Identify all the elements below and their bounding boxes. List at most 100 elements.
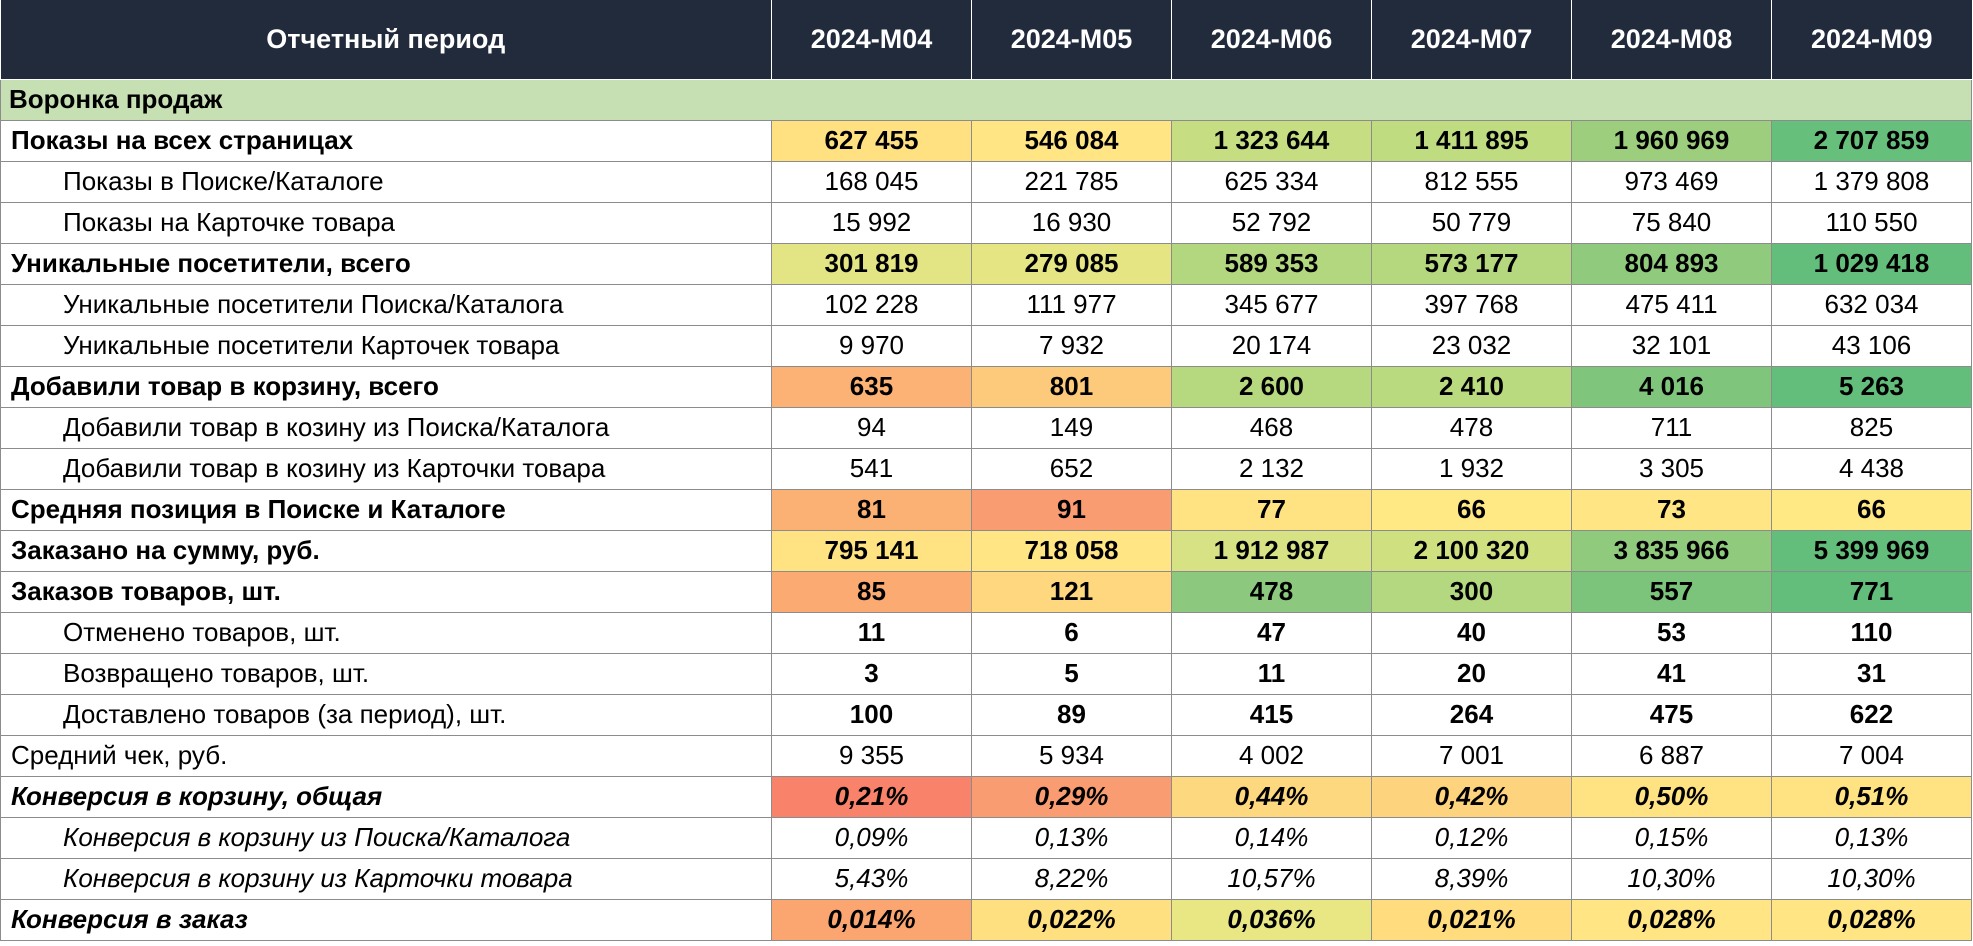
value-cell[interactable]: 2 707 859 bbox=[1771, 119, 1972, 162]
value-cell[interactable]: 0,44% bbox=[1171, 775, 1372, 818]
value-cell[interactable]: 589 353 bbox=[1171, 242, 1372, 285]
value-cell[interactable]: 11 bbox=[1171, 652, 1372, 695]
value-cell[interactable]: 795 141 bbox=[771, 529, 972, 572]
value-cell[interactable]: 50 779 bbox=[1371, 201, 1572, 244]
row-label[interactable]: Средняя позиция в Поиске и Каталоге bbox=[0, 488, 772, 531]
row-label[interactable]: Уникальные посетители, всего bbox=[0, 242, 772, 285]
value-cell[interactable]: 6 887 bbox=[1571, 734, 1772, 777]
value-cell[interactable]: 0,022% bbox=[971, 898, 1172, 941]
value-cell[interactable]: 41 bbox=[1571, 652, 1772, 695]
value-cell[interactable]: 279 085 bbox=[971, 242, 1172, 285]
value-cell[interactable]: 3 305 bbox=[1571, 447, 1772, 490]
row-label[interactable]: Уникальные посетители Карточек товара bbox=[0, 324, 772, 367]
value-cell[interactable]: 10,57% bbox=[1171, 857, 1372, 900]
value-cell[interactable]: 20 174 bbox=[1171, 324, 1372, 367]
value-cell[interactable]: 4 002 bbox=[1171, 734, 1372, 777]
value-cell[interactable]: 1 029 418 bbox=[1771, 242, 1972, 285]
value-cell[interactable]: 47 bbox=[1171, 611, 1372, 654]
value-cell[interactable]: 1 323 644 bbox=[1171, 119, 1372, 162]
value-cell[interactable]: 468 bbox=[1171, 406, 1372, 449]
value-cell[interactable]: 3 bbox=[771, 652, 972, 695]
value-cell[interactable]: 32 101 bbox=[1571, 324, 1772, 367]
value-cell[interactable]: 475 411 bbox=[1571, 283, 1772, 326]
value-cell[interactable]: 0,12% bbox=[1371, 816, 1572, 859]
value-cell[interactable]: 5,43% bbox=[771, 857, 972, 900]
value-cell[interactable]: 111 977 bbox=[971, 283, 1172, 326]
value-cell[interactable]: 804 893 bbox=[1571, 242, 1772, 285]
value-cell[interactable]: 627 455 bbox=[771, 119, 972, 162]
value-cell[interactable]: 622 bbox=[1771, 693, 1972, 736]
row-label[interactable]: Уникальные посетители Поиска/Каталога bbox=[0, 283, 772, 326]
value-cell[interactable]: 0,42% bbox=[1371, 775, 1572, 818]
value-cell[interactable]: 85 bbox=[771, 570, 972, 613]
value-cell[interactable]: 1 379 808 bbox=[1771, 160, 1972, 203]
value-cell[interactable]: 1 411 895 bbox=[1371, 119, 1572, 162]
value-cell[interactable]: 0,15% bbox=[1571, 816, 1772, 859]
value-cell[interactable]: 53 bbox=[1571, 611, 1772, 654]
column-header-m05[interactable]: 2024-M05 bbox=[971, 0, 1172, 80]
value-cell[interactable]: 6 bbox=[971, 611, 1172, 654]
value-cell[interactable]: 66 bbox=[1771, 488, 1972, 531]
value-cell[interactable]: 557 bbox=[1571, 570, 1772, 613]
column-header-m08[interactable]: 2024-M08 bbox=[1571, 0, 1772, 80]
value-cell[interactable]: 10,30% bbox=[1771, 857, 1972, 900]
value-cell[interactable]: 7 932 bbox=[971, 324, 1172, 367]
value-cell[interactable]: 478 bbox=[1371, 406, 1572, 449]
value-cell[interactable]: 2 410 bbox=[1371, 365, 1572, 408]
value-cell[interactable]: 478 bbox=[1171, 570, 1372, 613]
value-cell[interactable]: 5 263 bbox=[1771, 365, 1972, 408]
row-label[interactable]: Конверсия в корзину, общая bbox=[0, 775, 772, 818]
value-cell[interactable]: 300 bbox=[1371, 570, 1572, 613]
value-cell[interactable]: 397 768 bbox=[1371, 283, 1572, 326]
row-label[interactable]: Заказано на сумму, руб. bbox=[0, 529, 772, 572]
value-cell[interactable]: 20 bbox=[1371, 652, 1572, 695]
value-cell[interactable]: 2 100 320 bbox=[1371, 529, 1572, 572]
period-header-cell[interactable]: Отчетный период bbox=[0, 0, 772, 80]
value-cell[interactable]: 652 bbox=[971, 447, 1172, 490]
value-cell[interactable]: 110 550 bbox=[1771, 201, 1972, 244]
value-cell[interactable]: 81 bbox=[771, 488, 972, 531]
column-header-m09[interactable]: 2024-M09 bbox=[1771, 0, 1972, 80]
value-cell[interactable]: 0,028% bbox=[1771, 898, 1972, 941]
row-label[interactable]: Добавили товар в козину из Поиска/Катало… bbox=[0, 406, 772, 449]
value-cell[interactable]: 91 bbox=[971, 488, 1172, 531]
value-cell[interactable]: 11 bbox=[771, 611, 972, 654]
value-cell[interactable]: 0,13% bbox=[1771, 816, 1972, 859]
value-cell[interactable]: 94 bbox=[771, 406, 972, 449]
value-cell[interactable]: 8,22% bbox=[971, 857, 1172, 900]
value-cell[interactable]: 1 912 987 bbox=[1171, 529, 1372, 572]
value-cell[interactable]: 801 bbox=[971, 365, 1172, 408]
value-cell[interactable]: 149 bbox=[971, 406, 1172, 449]
value-cell[interactable]: 771 bbox=[1771, 570, 1972, 613]
value-cell[interactable]: 5 bbox=[971, 652, 1172, 695]
value-cell[interactable]: 475 bbox=[1571, 693, 1772, 736]
row-label[interactable]: Конверсия в корзину из Карточки товара bbox=[0, 857, 772, 900]
value-cell[interactable]: 711 bbox=[1571, 406, 1772, 449]
row-label[interactable]: Конверсия в корзину из Поиска/Каталога bbox=[0, 816, 772, 859]
value-cell[interactable]: 5 934 bbox=[971, 734, 1172, 777]
value-cell[interactable]: 264 bbox=[1371, 693, 1572, 736]
value-cell[interactable]: 1 960 969 bbox=[1571, 119, 1772, 162]
value-cell[interactable]: 16 930 bbox=[971, 201, 1172, 244]
value-cell[interactable]: 0,21% bbox=[771, 775, 972, 818]
value-cell[interactable]: 541 bbox=[771, 447, 972, 490]
value-cell[interactable]: 4 438 bbox=[1771, 447, 1972, 490]
value-cell[interactable]: 635 bbox=[771, 365, 972, 408]
value-cell[interactable]: 102 228 bbox=[771, 283, 972, 326]
row-label[interactable]: Добавили товар в козину из Карточки това… bbox=[0, 447, 772, 490]
value-cell[interactable]: 73 bbox=[1571, 488, 1772, 531]
value-cell[interactable]: 75 840 bbox=[1571, 201, 1772, 244]
value-cell[interactable]: 718 058 bbox=[971, 529, 1172, 572]
row-label[interactable]: Добавили товар в корзину, всего bbox=[0, 365, 772, 408]
value-cell[interactable]: 31 bbox=[1771, 652, 1972, 695]
value-cell[interactable]: 632 034 bbox=[1771, 283, 1972, 326]
value-cell[interactable]: 825 bbox=[1771, 406, 1972, 449]
value-cell[interactable]: 168 045 bbox=[771, 160, 972, 203]
column-header-m04[interactable]: 2024-M04 bbox=[771, 0, 972, 80]
value-cell[interactable]: 0,51% bbox=[1771, 775, 1972, 818]
value-cell[interactable]: 0,014% bbox=[771, 898, 972, 941]
value-cell[interactable]: 66 bbox=[1371, 488, 1572, 531]
value-cell[interactable]: 221 785 bbox=[971, 160, 1172, 203]
value-cell[interactable]: 121 bbox=[971, 570, 1172, 613]
value-cell[interactable]: 573 177 bbox=[1371, 242, 1572, 285]
